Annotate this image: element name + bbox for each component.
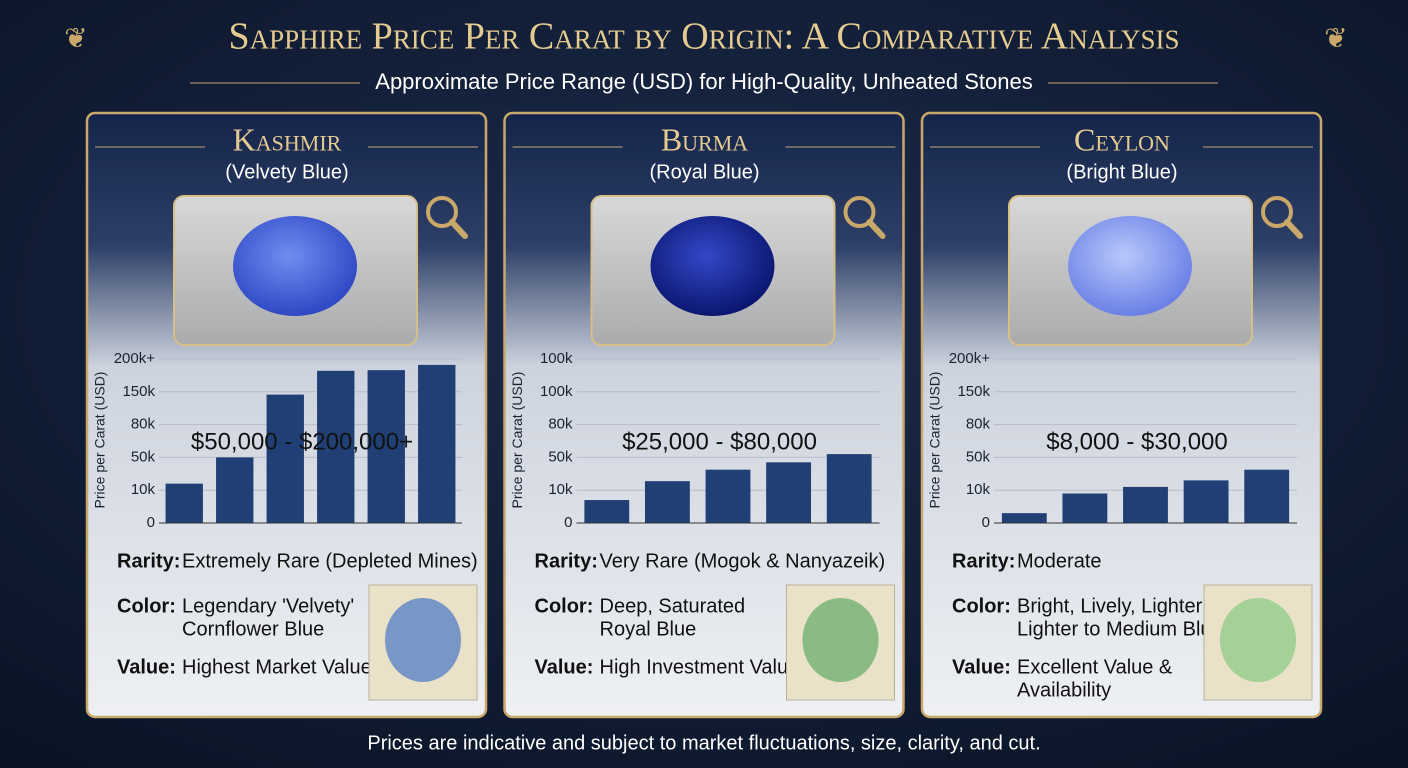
ornament: ❦	[64, 22, 87, 53]
y-axis-label: Price per Carat (USD)	[927, 372, 943, 509]
origin-title: Ceylon	[1074, 121, 1170, 157]
bar	[584, 500, 630, 523]
page-title: Sapphire Price Per Carat by Origin: A Co…	[228, 16, 1179, 58]
y-tick-label: 80k	[131, 416, 156, 433]
y-axis-label: Price per Carat (USD)	[509, 372, 525, 509]
magnifier	[1284, 219, 1303, 239]
gem	[650, 216, 775, 316]
gem	[1068, 216, 1192, 316]
detail-label: Rarity:	[535, 550, 598, 572]
ornament: ❦	[1324, 22, 1347, 53]
y-tick-label: 10k	[548, 481, 573, 498]
y-tick-label: 100k	[540, 350, 573, 367]
bar	[766, 462, 812, 523]
bar	[418, 364, 456, 523]
bar	[165, 483, 203, 523]
y-tick-label: 80k	[548, 416, 573, 433]
y-axis-label: Price per Carat (USD)	[92, 372, 108, 509]
y-tick-label: 200k+	[114, 350, 156, 367]
gem	[233, 216, 357, 316]
detail-text: Bright, Lively, Lighter	[1017, 595, 1203, 617]
detail-label: Value:	[535, 656, 594, 678]
y-tick-label: 50k	[966, 448, 991, 465]
bar	[317, 370, 355, 523]
detail-text: Excellent Value &	[1017, 656, 1173, 678]
bar	[1001, 513, 1047, 523]
detail-label: Color:	[117, 595, 176, 617]
y-tick-label: 50k	[131, 448, 156, 465]
bar	[1183, 480, 1229, 523]
magnifier	[449, 219, 468, 239]
y-tick-label: 0	[982, 514, 990, 531]
detail-text: Legendary 'Velvety'	[182, 595, 354, 617]
y-tick-label: 50k	[548, 448, 573, 465]
y-tick-label: 150k	[122, 383, 155, 400]
y-tick-label: 100k	[540, 383, 573, 400]
detail-label: Rarity:	[117, 550, 180, 572]
bar	[1123, 486, 1168, 523]
detail-label: Value:	[117, 656, 176, 678]
magnifier	[426, 196, 458, 228]
bar	[644, 481, 690, 523]
origin-map-region	[385, 598, 461, 682]
origin-title: Burma	[661, 121, 748, 157]
magnifier	[866, 219, 886, 239]
detail-text: Highest Market Value	[182, 656, 372, 678]
magnifier	[1261, 196, 1293, 228]
detail-text: Availability	[1017, 679, 1111, 701]
bar	[266, 394, 304, 523]
price-range: $8,000 - $30,000	[1046, 428, 1228, 455]
y-tick-label: 0	[147, 514, 155, 531]
bar	[705, 469, 751, 523]
detail-text: Royal Blue	[600, 618, 697, 640]
detail-text: Cornflower Blue	[182, 618, 324, 640]
bar	[826, 454, 872, 523]
y-tick-label: 10k	[966, 481, 991, 498]
y-tick-label: 200k+	[949, 350, 991, 367]
y-tick-label: 150k	[957, 383, 990, 400]
detail-text: Moderate	[1017, 550, 1102, 572]
y-tick-label: 0	[564, 514, 572, 531]
price-range: $50,000 - $200,000+	[191, 428, 413, 455]
origin-subtitle: (Royal Blue)	[649, 161, 759, 183]
detail-label: Color:	[952, 595, 1011, 617]
y-tick-label: 80k	[966, 416, 991, 433]
footer-note: Prices are indicative and subject to mar…	[367, 732, 1040, 754]
bar	[1062, 493, 1108, 523]
origin-map-region	[802, 598, 879, 682]
origin-subtitle: (Bright Blue)	[1066, 161, 1177, 183]
detail-label: Color:	[535, 595, 594, 617]
detail-label: Value:	[952, 656, 1011, 678]
magnifier	[843, 196, 876, 228]
detail-text: Lighter to Medium Blue	[1017, 618, 1223, 640]
bar	[1244, 469, 1290, 523]
detail-text: Very Rare (Mogok & Nanyazeik)	[600, 550, 886, 572]
price-range: $25,000 - $80,000	[622, 428, 817, 455]
detail-label: Rarity:	[952, 550, 1015, 572]
detail-text: Extremely Rare (Depleted Mines)	[182, 550, 478, 572]
bar	[216, 457, 254, 523]
origin-title: Kashmir	[233, 121, 342, 157]
origin-subtitle: (Velvety Blue)	[225, 161, 348, 183]
detail-text: High Investment Value	[600, 656, 800, 678]
page-subtitle: Approximate Price Range (USD) for High-Q…	[375, 69, 1032, 94]
bar	[367, 370, 405, 523]
y-tick-label: 10k	[131, 481, 156, 498]
origin-map-region	[1220, 598, 1296, 682]
detail-text: Deep, Saturated	[600, 595, 746, 617]
